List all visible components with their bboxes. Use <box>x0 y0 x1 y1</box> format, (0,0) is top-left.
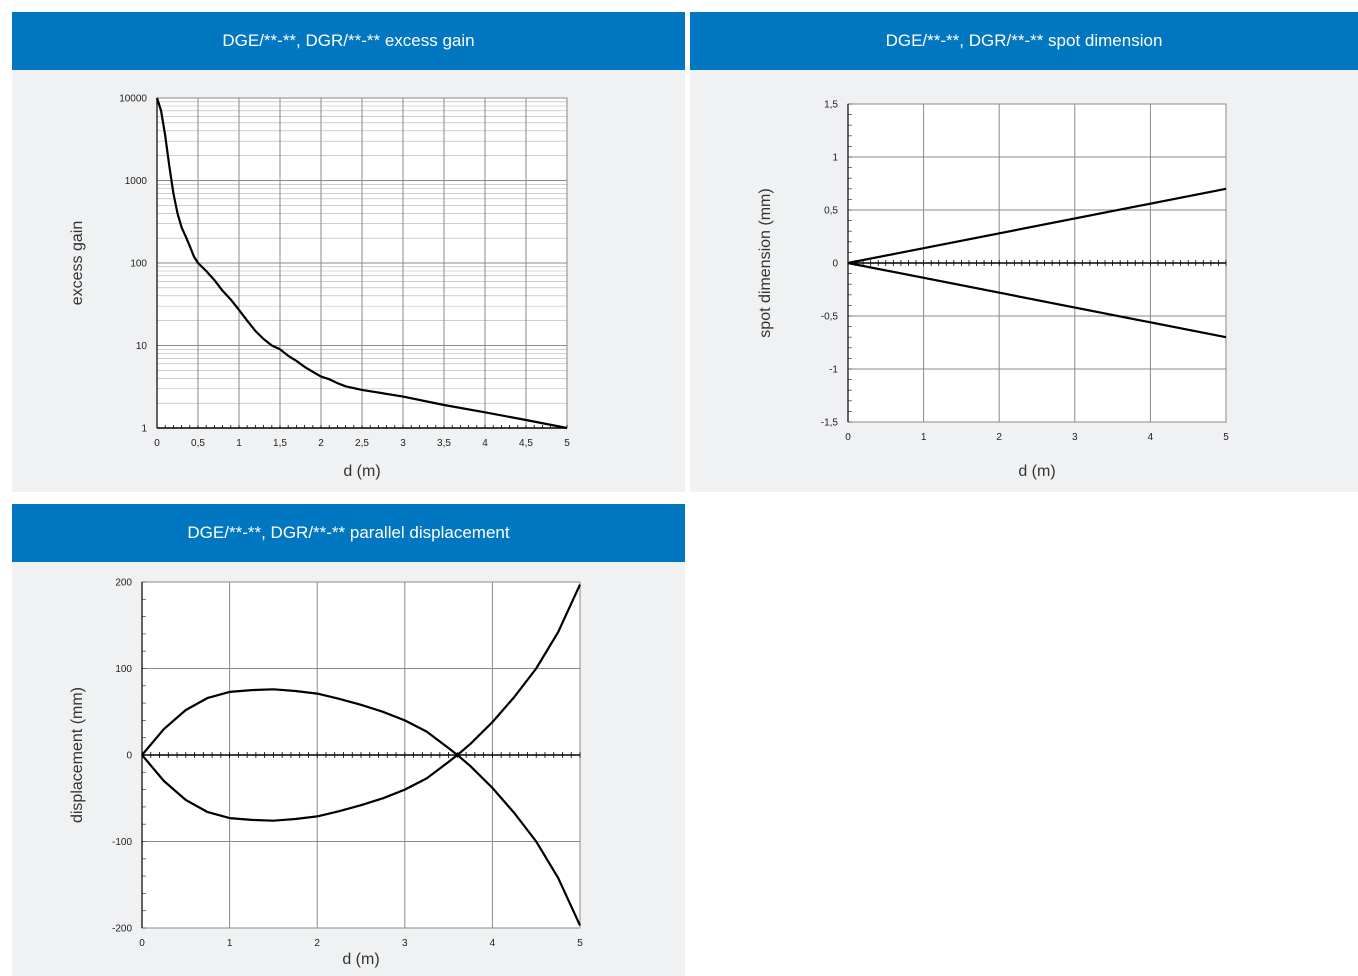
x-tick-label: 1 <box>921 432 927 443</box>
panel-parallel-displacement: DGE/**-**, DGR/**-** parallel displaceme… <box>12 504 685 976</box>
x-tick-label: 4 <box>482 438 488 449</box>
x-tick-label: 5 <box>1223 432 1229 443</box>
x-tick-label: 3 <box>1072 432 1078 443</box>
x-tick-label: 0,5 <box>191 438 205 449</box>
y-tick-label: 0,5 <box>824 206 838 217</box>
x-tick-label: 1 <box>236 438 242 449</box>
x-axis-title: d (m) <box>1018 463 1055 480</box>
x-tick-label: 4,5 <box>519 438 533 449</box>
panel-spot-dimension: DGE/**-**, DGR/**-** spot dimension -1,5… <box>690 12 1358 492</box>
y-tick-label: 1000 <box>125 176 148 187</box>
series-line-1 <box>847 187 1227 265</box>
x-tick-label: 0 <box>154 438 160 449</box>
series-line-2 <box>141 584 581 822</box>
chart-spot-dimension: -1,5 -1 -0,5 0 0,5 1 1,5 0 1 2 3 4 5 d (m) spot dimens… <box>757 100 1229 481</box>
y-tick-label: -0,5 <box>821 312 839 323</box>
y-tick-label: -1,5 <box>821 418 839 429</box>
panel-excess-gain: DGE/**-**, DGR/**-** excess gain 1 10 100 1… <box>12 12 685 492</box>
x-axis-title: d (m) <box>343 463 380 480</box>
y-tick-label: -100 <box>112 837 132 848</box>
y-tick-label: 10 <box>136 341 148 352</box>
x-tick-label: 4 <box>1148 432 1154 443</box>
y-tick-label: 10000 <box>119 94 147 105</box>
series-line-1 <box>155 97 568 430</box>
x-tick-label: 2,5 <box>355 438 369 449</box>
series-line-1 <box>141 688 581 926</box>
x-tick-label: 1,5 <box>273 438 287 449</box>
x-tick-label: 2 <box>314 938 320 949</box>
panel-title-excess-gain: DGE/**-**, DGR/**-** excess gain <box>12 12 685 70</box>
x-axis-title: d (m) <box>342 951 379 968</box>
y-tick-label: -200 <box>112 924 132 935</box>
x-tick-label: 0 <box>845 432 851 443</box>
y-tick-label: 1 <box>141 424 147 435</box>
x-tick-label: 5 <box>577 938 583 949</box>
x-tick-label: 0 <box>139 938 145 949</box>
y-tick-label: 100 <box>115 664 132 675</box>
x-tick-label: 2 <box>996 432 1002 443</box>
x-tick-label: 3 <box>400 438 406 449</box>
y-tick-label: 0 <box>126 751 132 762</box>
y-axis-title: excess gain <box>69 221 86 306</box>
chart-excess-gain: 1 10 100 1000 10000 0 0,5 1 1,5 2 2,5 3 3,5 4 4,5 5 d (m… <box>69 94 570 481</box>
x-tick-label: 1 <box>227 938 233 949</box>
x-tick-label: 3 <box>402 938 408 949</box>
y-axis-title: displacement (mm) <box>69 687 86 823</box>
y-tick-label: 200 <box>115 578 132 589</box>
x-tick-label: 4 <box>490 938 496 949</box>
chart-parallel-displacement: -200 -100 0 100 200 0 1 2 3 4 5 d (m) displacement (… <box>69 578 583 969</box>
panel-title-spot-dimension: DGE/**-**, DGR/**-** spot dimension <box>690 12 1358 70</box>
series-line-2 <box>847 261 1227 339</box>
x-tick-label: 5 <box>564 438 570 449</box>
y-axis-title: spot dimension (mm) <box>757 188 774 337</box>
y-tick-label: 1 <box>832 153 838 164</box>
y-tick-label: 1,5 <box>824 100 838 111</box>
y-tick-label: -1 <box>829 365 838 376</box>
panel-title-parallel-displacement: DGE/**-**, DGR/**-** parallel displaceme… <box>12 504 685 562</box>
x-tick-label: 2 <box>318 438 324 449</box>
x-tick-label: 3,5 <box>437 438 451 449</box>
y-tick-label: 0 <box>832 259 838 270</box>
y-tick-label: 100 <box>130 259 147 270</box>
